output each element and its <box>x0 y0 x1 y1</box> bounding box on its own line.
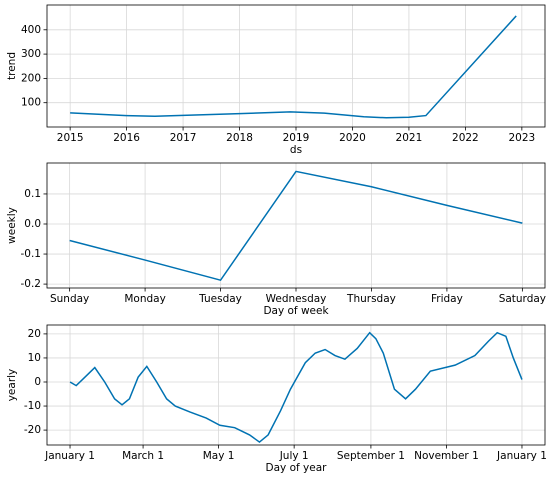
y-tick-label: -0.2 <box>21 278 42 290</box>
line-series <box>70 15 517 119</box>
x-axis-label: ds <box>290 144 302 156</box>
y-tick-label: -10 <box>24 400 41 412</box>
x-tick-label: March 1 <box>122 450 164 462</box>
x-tick-label: January 1 <box>496 450 547 462</box>
x-axis-label: Day of week <box>263 305 329 317</box>
x-tick-label: May 1 <box>203 450 235 462</box>
x-tick-label: 2023 <box>508 132 535 144</box>
y-axis-label: weekly <box>6 207 18 244</box>
x-tick-label: 2016 <box>113 132 140 144</box>
plot-frame <box>46 4 546 128</box>
y-tick-label: 20 <box>28 328 41 340</box>
x-tick-label: Friday <box>431 293 463 305</box>
y-tick-label: 0.0 <box>24 218 41 230</box>
y-tick-label: -20 <box>24 424 41 436</box>
x-tick-label: 2015 <box>57 132 84 144</box>
plot-frame <box>46 324 546 446</box>
x-tick-label: 2021 <box>396 132 423 144</box>
plot-frame <box>46 162 546 289</box>
x-tick-label: Wednesday <box>266 293 327 305</box>
y-tick-label: 100 <box>21 97 41 109</box>
x-tick-label: 2020 <box>339 132 366 144</box>
x-tick-label: 2019 <box>283 132 310 144</box>
y-tick-label: -0.1 <box>21 248 42 260</box>
x-tick-label: 2017 <box>170 132 197 144</box>
x-tick-label: Sunday <box>50 293 89 305</box>
x-tick-label: Thursday <box>346 293 396 305</box>
line-series <box>69 331 523 444</box>
y-tick-label: 300 <box>21 48 41 60</box>
x-tick-label: July 1 <box>279 450 309 462</box>
y-tick-label: 0 <box>34 376 41 388</box>
y-tick-label: 0.1 <box>24 188 41 200</box>
line-series <box>69 170 523 282</box>
y-tick-label: 400 <box>21 24 41 36</box>
y-tick-label: 200 <box>21 72 41 84</box>
y-tick-label: 10 <box>28 352 41 364</box>
x-tick-label: Tuesday <box>198 293 242 305</box>
x-tick-label: January 1 <box>44 450 95 462</box>
x-tick-label: 2022 <box>452 132 479 144</box>
x-tick-label: Saturday <box>499 293 546 305</box>
x-tick-label: September 1 <box>337 450 405 462</box>
y-axis-label: yearly <box>6 369 18 402</box>
y-axis-label: trend <box>6 52 18 80</box>
x-axis-label: Day of year <box>266 462 328 474</box>
x-tick-label: 2018 <box>226 132 253 144</box>
x-tick-label: Monday <box>124 293 165 305</box>
x-tick-label: November 1 <box>414 450 479 462</box>
